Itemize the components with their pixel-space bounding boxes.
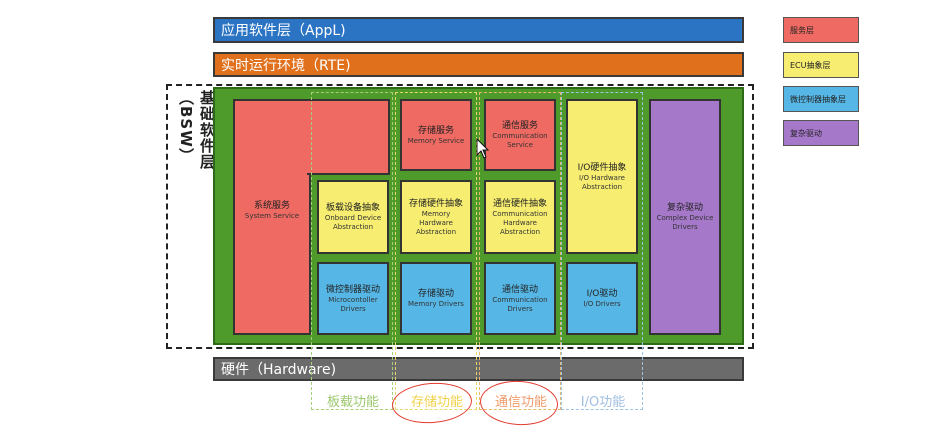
hardware-layer: 硬件（Hardware) [213,357,744,381]
memory-service-zh: 存储服务 [417,125,454,136]
rte-layer: 实时运行环境（RTE) [213,52,744,77]
io-drivers-block: I/O驱动 I/O Drivers [566,262,638,335]
onboard-device-abstraction-zh: 板载设备抽象 [325,203,380,213]
communication-function-label: 通信功能 [494,395,547,410]
io-drivers-zh: I/O驱动 [586,289,618,299]
memory-drivers-block: 存储驱动 Memory Drivers [400,262,472,335]
onboard-function-label: 板载功能 [326,395,379,410]
complex-device-drivers-zh: 复杂驱动 [666,203,703,213]
onboard-device-abstraction-en: Onboard Device Abstraction [324,214,382,231]
system-service-bottom [233,173,311,335]
system-service-edge [307,173,390,175]
communication-drivers-en: Communication Drivers [492,295,548,313]
legend-complex-drivers: 复杂驱动 [783,120,859,146]
memory-hardware-abstraction-block: 存储硬件抽象 Memory Hardware Abstraction [400,180,472,254]
hardware-layer-label: 硬件（Hardware) [221,362,337,378]
memory-function-frame [395,92,477,410]
communication-hardware-abstraction-block: 通信硬件抽象 Communication Hardware Abstractio… [484,180,556,254]
system-service-text: 系统服务 System Service [233,200,311,221]
onboard-device-abstraction-block: 板载设备抽象 Onboard Device Abstraction [317,180,389,254]
memory-hardware-abstraction-en: Memory Hardware Abstraction [415,209,457,236]
bsw-outer-frame [166,84,754,349]
memory-drivers-en: Memory Drivers [408,300,464,308]
mouse-cursor-icon [476,138,490,159]
communication-drivers-zh: 通信驱动 [501,284,538,295]
io-hardware-abstraction-en: I/O Hardware Abstraction [579,173,625,191]
legend-ecu-abstraction: ECU抽象层 [783,52,859,78]
communication-service-en: Communication Service [492,132,548,149]
memory-service-en: Memory Service [407,136,465,145]
microcontroller-drivers-block: 微控制器驱动 Microcontoller Drivers [317,262,389,335]
legend-mcal-label: 微控制器抽象层 [790,94,846,104]
io-function-label: I/O功能 [580,395,626,410]
legend-ecu-label: ECU抽象层 [790,60,831,70]
system-service-en: System Service [244,212,300,220]
bsw-label: 基础软件层（BSW） [177,90,216,170]
memory-function-label: 存储功能 [410,395,463,410]
complex-device-drivers-block: 复杂驱动 Complex Device Drivers [649,99,721,335]
legend-service-label: 服务层 [790,25,814,35]
legend-complex-label: 复杂驱动 [790,128,822,138]
legend-service-layer: 服务层 [783,17,859,43]
io-hardware-abstraction-block: I/O硬件抽象 I/O Hardware Abstraction [566,99,638,254]
legend-mcal: 微控制器抽象层 [783,86,859,112]
communication-hardware-abstraction-zh: 通信硬件抽象 [492,198,547,209]
system-service-zh: 系统服务 [253,201,290,211]
communication-service-block: 通信服务 Communication Service [484,99,556,171]
io-function-frame [561,92,643,410]
rte-layer-label: 实时运行环境（RTE) [221,57,351,74]
microcontroller-drivers-zh: 微控制器驱动 [325,284,380,295]
io-drivers-en: I/O Drivers [583,300,621,308]
complex-device-drivers-en: Complex Device Drivers [656,214,714,231]
io-hardware-abstraction-zh: I/O硬件抽象 [577,162,627,173]
memory-hardware-abstraction-zh: 存储硬件抽象 [408,198,463,209]
memory-service-block: 存储服务 Memory Service [400,99,472,171]
memory-drivers-zh: 存储驱动 [417,289,454,299]
microcontroller-drivers-en: Microcontoller Drivers [328,295,378,313]
communication-service-zh: 通信服务 [501,121,538,131]
communication-function-frame [479,92,561,410]
appl-layer-label: 应用软件层（AppL) [221,23,346,39]
communication-drivers-block: 通信驱动 Communication Drivers [484,262,556,335]
communication-hardware-abstraction-en: Communication Hardware Abstraction [492,209,548,236]
appl-layer: 应用软件层（AppL) [213,17,744,43]
onboard-function-frame [311,92,393,410]
